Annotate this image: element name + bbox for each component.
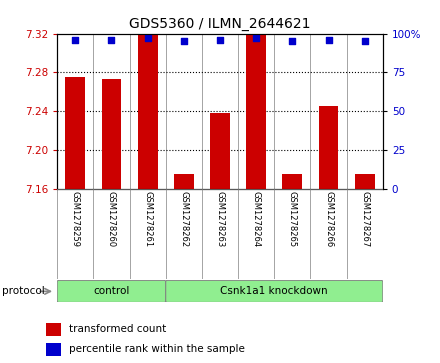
Point — [289, 38, 296, 44]
Bar — [355, 174, 375, 188]
Bar — [210, 113, 230, 188]
Bar — [174, 174, 194, 188]
Text: GSM1278260: GSM1278260 — [107, 191, 116, 247]
Text: protocol: protocol — [2, 286, 45, 296]
Bar — [138, 33, 158, 188]
Text: GSM1278264: GSM1278264 — [252, 191, 260, 247]
Text: GSM1278262: GSM1278262 — [180, 191, 188, 247]
Point — [144, 35, 151, 41]
FancyBboxPatch shape — [57, 280, 166, 302]
Bar — [102, 79, 121, 188]
Title: GDS5360 / ILMN_2644621: GDS5360 / ILMN_2644621 — [129, 17, 311, 31]
Text: control: control — [93, 286, 130, 296]
Point — [361, 38, 368, 44]
Bar — [46, 323, 61, 336]
Text: GSM1278261: GSM1278261 — [143, 191, 152, 247]
Point — [253, 35, 260, 41]
Text: percentile rank within the sample: percentile rank within the sample — [69, 344, 245, 354]
Bar — [246, 33, 266, 188]
Point — [325, 37, 332, 43]
Text: GSM1278267: GSM1278267 — [360, 191, 369, 248]
Point — [180, 38, 187, 44]
Text: GSM1278263: GSM1278263 — [216, 191, 224, 248]
Bar — [282, 174, 302, 188]
Bar — [46, 343, 61, 356]
Bar — [66, 77, 85, 188]
Text: GSM1278265: GSM1278265 — [288, 191, 297, 247]
Bar — [319, 106, 338, 188]
Text: GSM1278259: GSM1278259 — [71, 191, 80, 247]
Text: transformed count: transformed count — [69, 324, 166, 334]
Text: GSM1278266: GSM1278266 — [324, 191, 333, 248]
FancyBboxPatch shape — [166, 280, 383, 302]
Point — [108, 37, 115, 43]
Text: Csnk1a1 knockdown: Csnk1a1 knockdown — [220, 286, 328, 296]
Point — [72, 37, 79, 43]
Point — [216, 37, 224, 43]
